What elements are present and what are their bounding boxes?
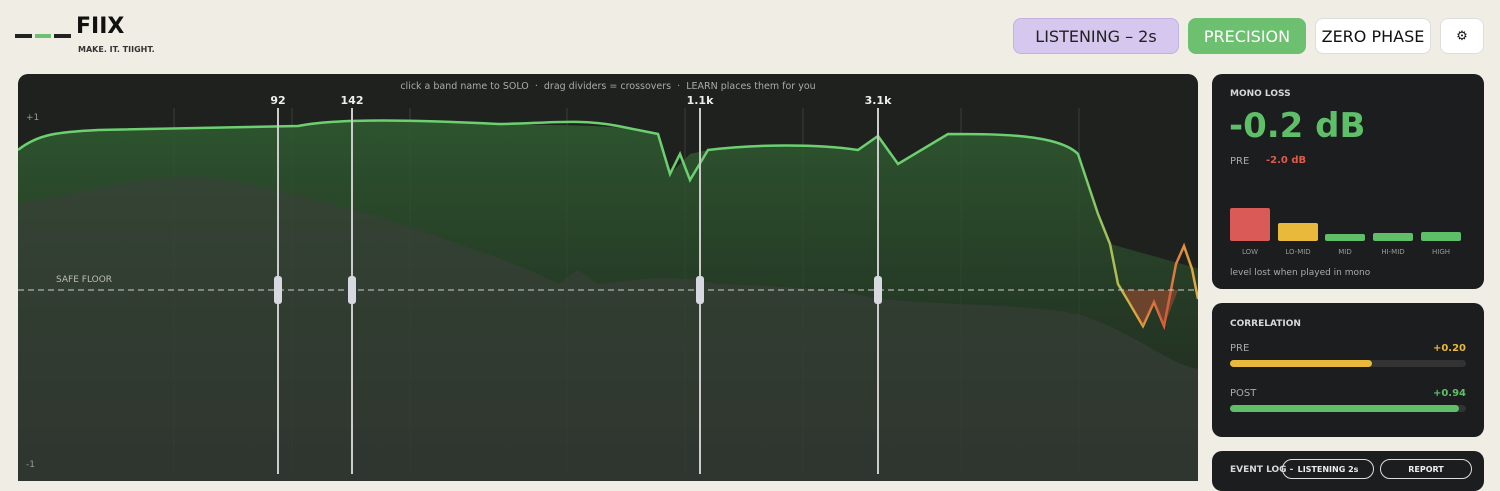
- corr-track: [1230, 405, 1466, 412]
- residual-area: [18, 176, 1198, 481]
- crossover-label[interactable]: 92: [270, 94, 285, 107]
- spectrum-panel: SAFE FLOOR +1 -1 click a band name to SO…: [18, 74, 1198, 481]
- band-name: LO-MID: [1285, 248, 1311, 256]
- band-name: HI-MID: [1381, 248, 1405, 256]
- corr-bar: [1230, 360, 1372, 367]
- scale-bottom: -1: [26, 460, 35, 470]
- event-button[interactable]: LISTENING 2s: [1282, 459, 1374, 479]
- band-bar: [1278, 223, 1318, 241]
- event-button[interactable]: REPORT: [1380, 459, 1472, 479]
- mono-loss-panel: MONO LOSS -0.2 dB PRE -2.0 dB LOW LO-MID…: [1212, 74, 1484, 289]
- corr-label: POST: [1230, 388, 1257, 399]
- band-bar: [1373, 233, 1413, 241]
- tagline: MAKE. IT. TIIGHT.: [78, 45, 155, 54]
- correlation-title: CORRELATION: [1230, 319, 1301, 329]
- logo: FIIX: [76, 14, 125, 39]
- app: FIIX MAKE. IT. TIIGHT. LISTENING – 2s PR…: [15, 14, 1484, 491]
- mono-loss-value: -0.2 dB: [1229, 106, 1366, 146]
- band-bar: [1421, 232, 1461, 241]
- corr-label: PRE: [1230, 343, 1250, 354]
- divider[interactable]: 92: [270, 94, 286, 474]
- listening-button[interactable]: LISTENING – 2s: [1013, 18, 1179, 54]
- zero-phase-button[interactable]: ZERO PHASE: [1315, 18, 1431, 54]
- band-bar: [1325, 234, 1365, 241]
- spectrum-curve: [18, 119, 1198, 331]
- corr-bar: [1230, 405, 1459, 412]
- crossover-label[interactable]: 3.1k: [865, 94, 892, 107]
- divider[interactable]: 142: [341, 94, 364, 474]
- scale-top: +1: [26, 113, 39, 123]
- corr-track: [1230, 360, 1466, 367]
- corr-value: +0.94: [1432, 388, 1466, 399]
- below-floor: [1123, 290, 1178, 326]
- band-name: HIGH: [1431, 248, 1451, 256]
- event-log-panel: EVENT LOG - LISTENING 2s REPORT: [1212, 451, 1484, 491]
- pre-value: -2.0 dB: [1266, 155, 1307, 166]
- band-bar: [1230, 208, 1270, 241]
- divider[interactable]: 1.1k: [687, 94, 714, 474]
- band-name: MID: [1338, 248, 1352, 256]
- crossover-label[interactable]: 1.1k: [687, 94, 714, 107]
- crossover-label[interactable]: 142: [341, 94, 364, 107]
- precision-button[interactable]: PRECISION: [1188, 18, 1306, 54]
- band-name: LOW: [1241, 248, 1259, 256]
- settings-button[interactable]: ⚙: [1440, 18, 1484, 54]
- mono-note: level lost when played in mono: [1230, 268, 1371, 278]
- divider[interactable]: 3.1k: [865, 94, 892, 474]
- page: {"header": {"logo": "FIIX", "tagline": "…: [15, 14, 1484, 491]
- logo-mark: [15, 34, 71, 38]
- event-log-title: EVENT LOG -: [1230, 465, 1294, 475]
- correlation-panel: CORRELATION PRE +0.20 POST +0.94: [1212, 303, 1484, 437]
- corr-value: +0.20: [1432, 343, 1466, 354]
- safe-floor-label: SAFE FLOOR: [56, 275, 112, 285]
- pre-label: PRE: [1230, 156, 1250, 167]
- mono-loss-title: MONO LOSS: [1230, 89, 1291, 99]
- hint: click a band name to SOLO · drag divider…: [400, 81, 815, 92]
